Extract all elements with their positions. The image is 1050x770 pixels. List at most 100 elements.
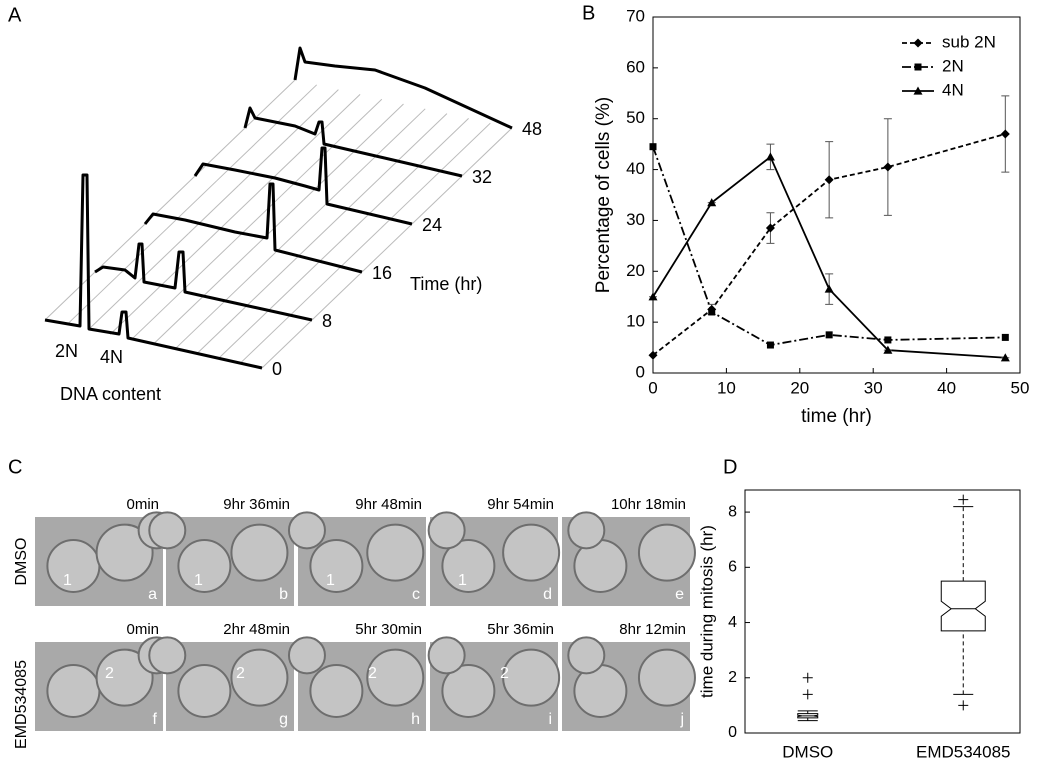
series-line <box>652 146 1006 346</box>
plane-hatch <box>439 122 491 172</box>
outlier <box>958 494 969 505</box>
plane-hatch <box>411 175 463 225</box>
frame-time: 8hr 12min <box>619 621 686 638</box>
plane-hatch <box>153 295 204 345</box>
plot-frame <box>652 16 1021 374</box>
box <box>940 580 986 632</box>
cell <box>230 648 289 707</box>
frame-time: 9hr 36min <box>223 496 290 513</box>
x-tick-label: 10 <box>717 378 736 397</box>
y-axis-label: Percentage of cells (%) <box>593 97 614 293</box>
cell <box>95 523 154 582</box>
cell <box>309 538 364 593</box>
frame-time: 10hr 18min <box>611 496 686 513</box>
cell <box>366 648 425 707</box>
cell <box>502 523 561 582</box>
histogram-trace <box>143 182 363 274</box>
frame-letter: j <box>679 711 684 728</box>
cell <box>287 636 326 675</box>
frame-letter: b <box>279 586 288 603</box>
plane-hatch <box>261 319 313 369</box>
plane-hatch <box>194 127 246 177</box>
cell <box>441 538 496 593</box>
x-axis-label: DNA content <box>60 384 161 404</box>
row-label: DMSO <box>13 538 30 586</box>
panel-label: C <box>8 456 22 478</box>
cell <box>427 636 466 675</box>
plane-hatch <box>253 199 304 249</box>
cell <box>567 511 606 550</box>
histogram-trace <box>44 173 263 370</box>
y-tick-label: 60 <box>626 57 645 76</box>
x-tick-label: 30 <box>864 378 883 397</box>
marker <box>649 143 657 151</box>
cell <box>637 648 696 707</box>
plane-hatch <box>181 242 233 292</box>
time-label: 0 <box>272 359 282 379</box>
plane-hatch <box>396 113 448 162</box>
y-tick-label: 30 <box>626 210 645 229</box>
marker <box>883 162 893 172</box>
marker <box>648 292 658 301</box>
plane-hatch <box>188 185 239 234</box>
plane-hatch <box>309 94 361 143</box>
marker <box>766 341 774 349</box>
marker <box>913 38 923 48</box>
plane-hatch <box>131 290 183 340</box>
cell <box>177 538 232 593</box>
cell-number: 1 <box>194 572 203 589</box>
cell <box>366 523 425 582</box>
time-label: 48 <box>522 119 542 139</box>
outlier <box>802 689 813 700</box>
time-label: 32 <box>472 167 492 187</box>
frame-time: 9hr 54min <box>487 496 554 513</box>
x-tick-label: DMSO <box>782 742 833 761</box>
plane-hatch <box>353 103 404 153</box>
y-tick-label: 6 <box>728 559 737 576</box>
histogram-trace <box>193 146 413 226</box>
cell-number: 2 <box>105 665 114 682</box>
cell-number: 1 <box>63 572 72 589</box>
plane-hatch <box>374 108 426 158</box>
marker <box>824 284 834 293</box>
plane-hatch <box>138 233 189 282</box>
cell <box>95 648 154 707</box>
plane-hatch <box>361 223 413 273</box>
marker <box>707 198 717 207</box>
panel-b: 0 10 20 30 40 50 0 10 20 30 40 50 60 70 time (hr) Perce… <box>593 6 1029 427</box>
marker <box>825 331 833 339</box>
cell <box>230 523 289 582</box>
marker <box>883 345 893 354</box>
series-line <box>652 133 1006 356</box>
plane-hatch <box>274 204 326 254</box>
cell <box>46 663 101 718</box>
plane-hatch <box>266 84 318 134</box>
plane-hatch <box>88 281 139 330</box>
frame-time: 5hr 30min <box>355 621 422 638</box>
plane-hatch <box>203 247 254 297</box>
time-axis-label: Time (hr) <box>410 274 482 294</box>
plane-hatch <box>318 214 369 263</box>
frame-letter: e <box>675 586 684 603</box>
x-tick-label: 50 <box>1011 378 1030 397</box>
row-label: EMD534085 <box>13 660 30 749</box>
y-tick-label: 0 <box>728 724 737 741</box>
marker <box>1000 353 1010 362</box>
plane-hatch <box>296 209 348 258</box>
frame-letter: f <box>153 711 158 728</box>
cell <box>148 636 187 675</box>
histogram-trace <box>293 46 513 130</box>
outlier <box>958 700 969 711</box>
peak-label: 2N <box>55 341 78 361</box>
cell <box>287 511 326 550</box>
plane-hatch <box>368 166 419 215</box>
plane-hatch <box>303 151 354 201</box>
plane-hatch <box>324 156 376 206</box>
plane-hatch <box>346 161 398 210</box>
plane-hatch <box>196 305 248 354</box>
y-tick-label: 10 <box>626 312 645 331</box>
marker <box>914 63 922 71</box>
x-tick-label: EMD534085 <box>916 742 1011 761</box>
x-tick-label: 20 <box>790 378 809 397</box>
